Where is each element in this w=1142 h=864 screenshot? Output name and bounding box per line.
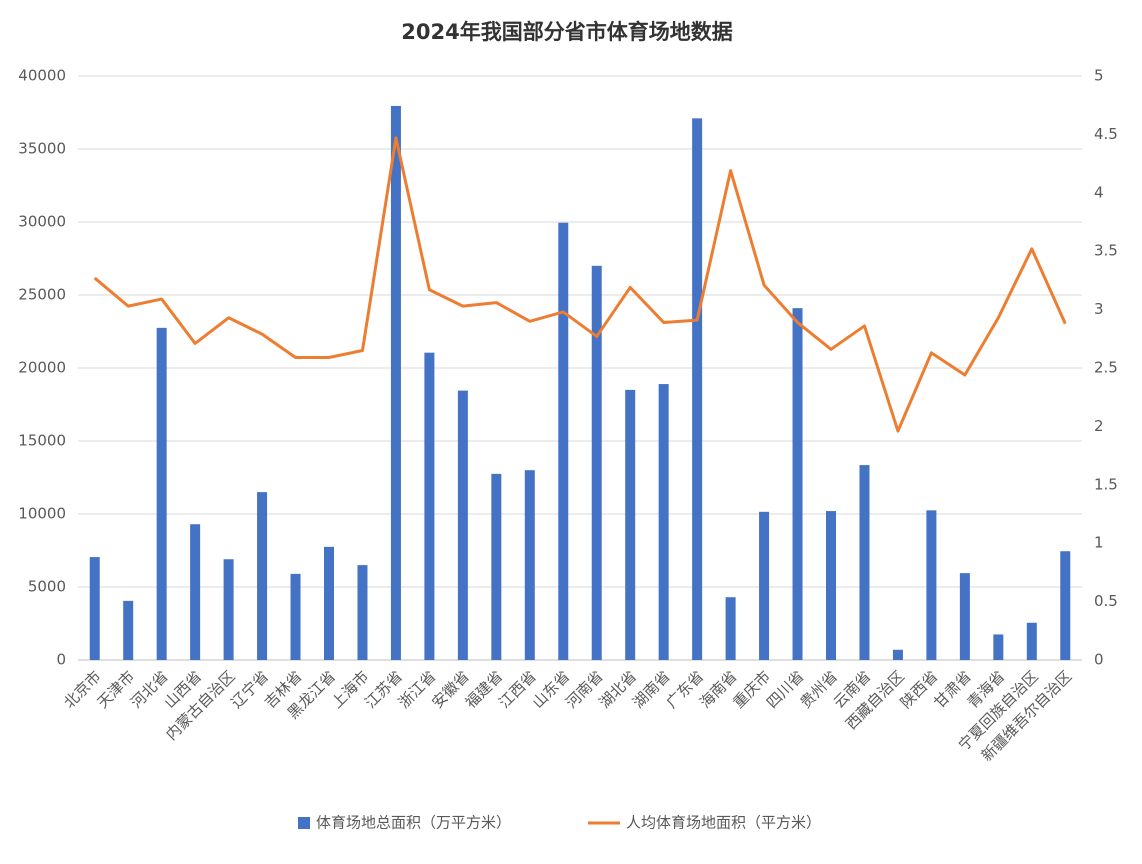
y-tick-label: 10000 (18, 505, 66, 523)
x-tick-label: 江苏省 (361, 667, 406, 712)
bar (1060, 551, 1071, 660)
y-tick-label: 35000 (18, 140, 66, 158)
bar (223, 559, 234, 660)
x-tick-label: 贵州省 (796, 667, 841, 712)
x-tick-label: 江西省 (495, 667, 540, 712)
x-tick-label: 海南省 (696, 667, 741, 712)
bar (290, 573, 301, 660)
y2-tick-label: 1 (1094, 534, 1104, 552)
y2-tick-label: 2 (1094, 417, 1104, 435)
y-tick-label: 20000 (18, 359, 66, 377)
x-tick-label: 天津市 (94, 667, 139, 712)
bar (658, 384, 669, 660)
x-tick-label: 陕西省 (897, 667, 942, 712)
bar (926, 510, 937, 660)
bar (424, 352, 435, 660)
bar (89, 557, 100, 660)
bar (390, 105, 401, 661)
bar (190, 524, 201, 660)
x-tick-label: 重庆市 (730, 667, 775, 712)
y2-tick-label: 4 (1094, 183, 1104, 201)
x-tick-label: 湖南省 (629, 667, 674, 712)
y2-tick-label: 1.5 (1094, 475, 1118, 493)
bar (725, 597, 736, 660)
bar (324, 546, 334, 660)
x-tick-label: 河南省 (562, 667, 607, 712)
x-tick-label: 安徽省 (428, 667, 473, 712)
bar (491, 473, 502, 660)
bar (859, 465, 870, 660)
x-tick-label: 上海市 (328, 667, 373, 712)
bar (123, 600, 134, 660)
x-tick-label: 四川省 (763, 667, 808, 712)
line (93, 136, 1067, 433)
bar (257, 492, 268, 660)
x-tick-label: 湖北省 (596, 667, 641, 712)
x-tick-label: 河北省 (127, 667, 172, 712)
y-tick-label: 30000 (18, 213, 66, 231)
y2-tick-label: 4.5 (1094, 125, 1118, 143)
y2-tick-label: 2.5 (1094, 359, 1118, 377)
x-tick-label: 广东省 (663, 667, 708, 712)
x-tick-label: 甘肃省 (930, 667, 975, 712)
bar (357, 565, 368, 660)
bar (156, 327, 167, 660)
x-tick-label: 辽宁省 (228, 667, 273, 712)
legend-label: 体育场地总面积（万平方米） (316, 814, 511, 832)
bar (826, 511, 836, 660)
bar (692, 118, 703, 661)
y2-tick-label: 0.5 (1094, 592, 1118, 610)
x-tick-label: 浙江省 (395, 667, 440, 712)
y2-tick-label: 3 (1094, 300, 1104, 318)
y-tick-label: 0 (56, 651, 66, 669)
bar (524, 470, 535, 660)
y2-tick-label: 0 (1094, 651, 1104, 669)
bar (792, 308, 803, 660)
x-tick-label: 福建省 (462, 667, 507, 712)
y-tick-label: 25000 (18, 286, 66, 304)
bar (457, 390, 468, 660)
y2-tick-label: 3.5 (1094, 242, 1118, 260)
bar (558, 222, 569, 661)
bar (892, 649, 903, 660)
x-tick-label: 北京市 (60, 667, 105, 712)
chart-title: 2024年我国部分省市体育场地数据 (401, 20, 732, 44)
bar (993, 634, 1004, 660)
bar (759, 511, 770, 660)
y-tick-label: 40000 (18, 67, 66, 85)
legend-label: 人均体育场地面积（平方米） (626, 814, 821, 832)
bar (591, 265, 602, 660)
bar (1026, 622, 1037, 660)
y-tick-label: 15000 (18, 432, 66, 450)
y2-tick-label: 5 (1094, 67, 1104, 85)
bar (625, 389, 636, 660)
bar (959, 573, 970, 660)
legend-swatch (298, 817, 310, 829)
x-tick-label: 山东省 (529, 667, 574, 712)
y-tick-label: 5000 (28, 578, 66, 596)
